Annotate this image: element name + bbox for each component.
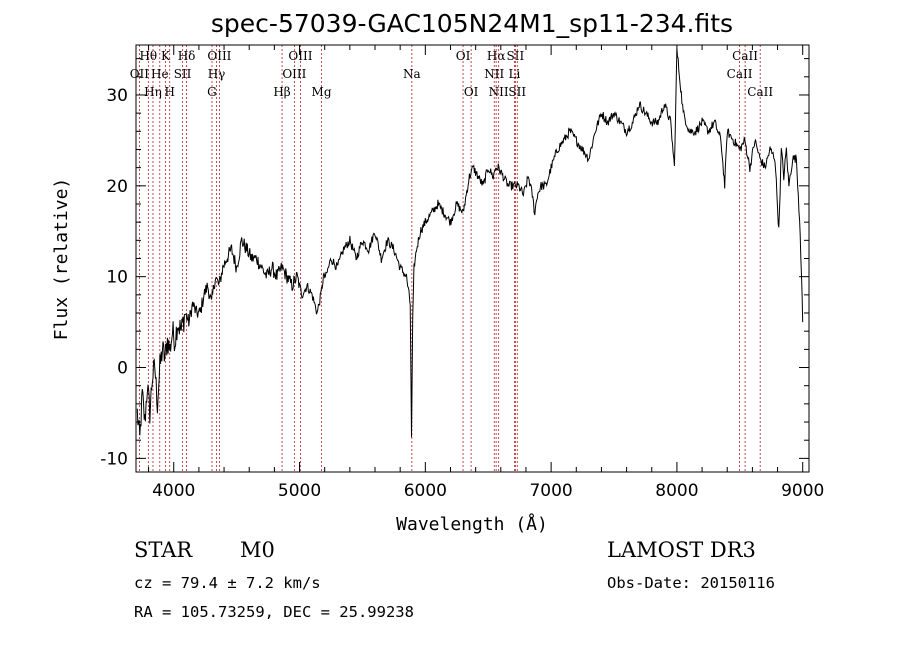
spectral-line-label-1: OII — [130, 67, 150, 81]
spectrum-series — [136, 48, 804, 438]
y-tick-label-4: 30 — [106, 86, 128, 106]
chart-title: spec-57039-GAC105N24M1_sp11-234.fits — [211, 9, 733, 38]
spectral-line-label-12: OIII — [288, 49, 312, 63]
x-tick-label-4: 8000 — [655, 481, 698, 501]
axis-ticks: 4000 5000 6000 7000 8000 9000 -10 0 10 20 30 — [100, 45, 824, 501]
spectral-line-label-8: OIII — [207, 49, 231, 63]
spectral-line-label-6: Hδ — [178, 49, 196, 63]
spectral-line-label-23: SII — [508, 85, 526, 99]
x-tick-label-1: 5000 — [278, 481, 321, 501]
spectral-line-label-15: Na — [403, 67, 421, 81]
y-tick-label-0: -10 — [100, 449, 128, 469]
spectral-line-label-26: CaII — [747, 85, 773, 99]
y-tick-label-1: 0 — [117, 359, 128, 379]
spectral-line-label-24: CaII — [732, 49, 758, 63]
x-tick-label-2: 6000 — [404, 481, 447, 501]
y-tick-label-3: 20 — [106, 177, 128, 197]
redshift-velocity: cz = 79.4 ± 7.2 km/s — [134, 574, 321, 592]
spectral-line-label-2: Hη — [144, 85, 162, 99]
spectral-line-label-22: NII — [489, 85, 509, 99]
observation-date: Obs-Date: 20150116 — [607, 574, 775, 592]
x-axis-label: Wavelength (Å) — [396, 513, 548, 535]
spectral-line-label-18: Hα — [487, 49, 506, 63]
survey-name: LAMOST DR3 — [607, 538, 756, 562]
x-tick-label-0: 4000 — [152, 481, 195, 501]
spectral-line-label-7: SII — [174, 67, 192, 81]
spectral-line-label-17: OI — [464, 85, 479, 99]
spectral-line-label-21: Li — [508, 67, 520, 81]
spectral-line-label-19: SII — [507, 49, 525, 63]
spectral-line-label-16: OI — [456, 49, 471, 63]
spectral-line-label-20: NII — [484, 67, 504, 81]
spectral-line-label-10: G — [207, 85, 217, 99]
y-axis-label: Flux (relative) — [51, 178, 72, 341]
coordinates: RA = 105.73259, DEC = 25.99238 — [134, 603, 414, 621]
spectral-line-label-4: He — [151, 67, 169, 81]
series-line-0 — [136, 48, 804, 438]
spectral-line-label-0: Hθ — [139, 49, 157, 63]
spectral-line-label-25: CaII — [727, 67, 753, 81]
y-tick-label-2: 10 — [106, 268, 128, 288]
spectral-line-label-9: Hγ — [208, 67, 226, 81]
x-tick-label-5: 9000 — [781, 481, 824, 501]
object-subclass: M0 — [240, 538, 275, 562]
spectral-line-label-3: K — [161, 49, 171, 63]
spectral-line-label-13: OIII — [282, 67, 306, 81]
spectral-line-label-5: H — [164, 85, 174, 99]
spectral-line-label-11: Hβ — [273, 85, 290, 99]
object-class: STAR — [134, 538, 193, 562]
x-tick-label-3: 7000 — [529, 481, 572, 501]
plot-frame — [135, 44, 810, 473]
spectral-line-markers: Hθ OII Hη K He H Hδ SII OIII Hγ G Hβ OIII OIII Mg Na OI O… — [130, 45, 773, 472]
spectral-line-label-14: Mg — [312, 85, 332, 99]
